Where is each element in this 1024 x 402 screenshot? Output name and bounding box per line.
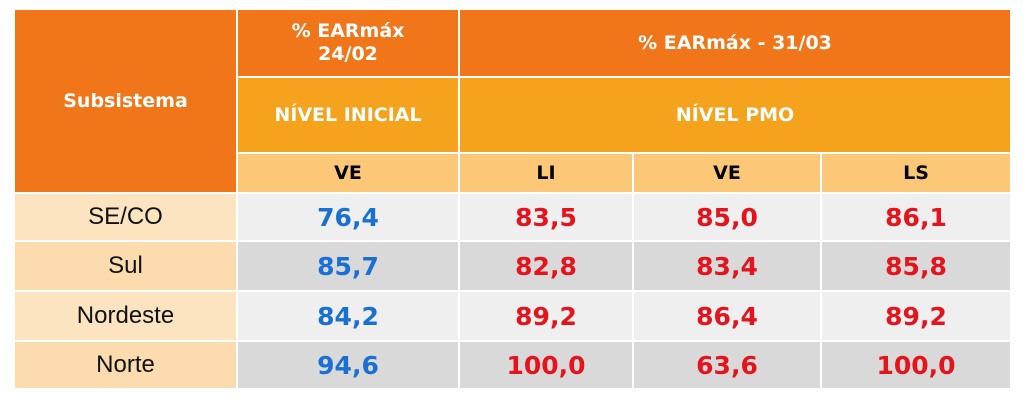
sub-header: LS — [822, 154, 1010, 192]
row-name: Sul — [15, 242, 236, 290]
row-name: Norte — [15, 342, 236, 388]
level-initial: NÍVEL INICIAL — [238, 78, 458, 152]
header-initial-text: % EARmáx 24/02 — [291, 20, 405, 65]
value: 94,6 — [238, 342, 458, 388]
sub-header: VE — [238, 154, 458, 192]
value: 63,6 — [634, 342, 820, 388]
value: 82,8 — [460, 242, 632, 290]
level-pmo: NÍVEL PMO — [460, 78, 1010, 152]
header-pmo: % EARmáx - 31/03 — [460, 10, 1010, 76]
header-subsystem: Subsistema — [15, 10, 236, 192]
value: 85,7 — [238, 242, 458, 290]
value: 100,0 — [822, 342, 1010, 388]
value: 83,4 — [634, 242, 820, 290]
value: 86,4 — [634, 292, 820, 340]
value: 84,2 — [238, 292, 458, 340]
sub-header: LI — [460, 154, 632, 192]
value: 86,1 — [822, 194, 1010, 240]
value: 83,5 — [460, 194, 632, 240]
value: 85,8 — [822, 242, 1010, 290]
row-name: Nordeste — [15, 292, 236, 340]
value: 89,2 — [822, 292, 1010, 340]
row-name: SE/CO — [15, 194, 236, 240]
value: 85,0 — [634, 194, 820, 240]
header-initial: % EARmáx 24/02 — [238, 10, 458, 76]
value: 100,0 — [460, 342, 632, 388]
sub-header: VE — [634, 154, 820, 192]
value: 89,2 — [460, 292, 632, 340]
value: 76,4 — [238, 194, 458, 240]
